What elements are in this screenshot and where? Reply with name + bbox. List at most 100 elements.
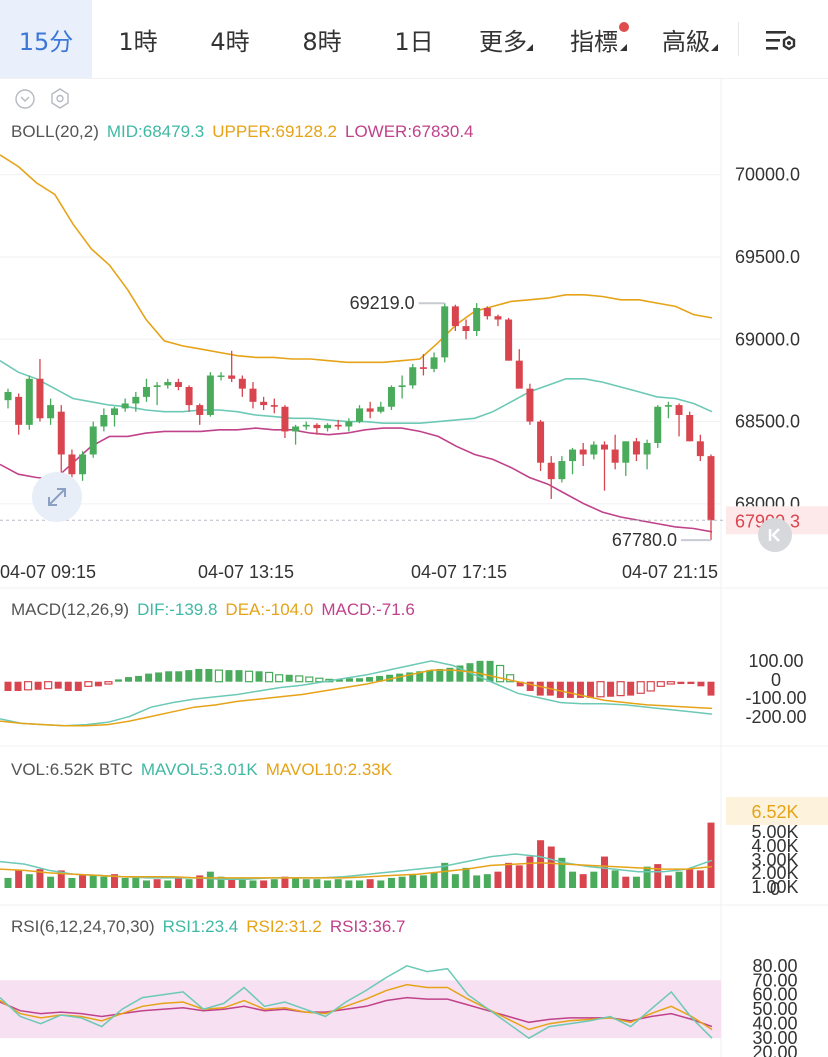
candle [664, 401, 672, 419]
jump-latest-button[interactable] [758, 518, 792, 552]
macd-axis-label: -200.00 [745, 707, 806, 727]
macd-histogram-bar [175, 671, 183, 682]
candle [249, 382, 257, 409]
hexagon-settings-icon[interactable] [48, 87, 72, 111]
macd-histogram-bar [295, 675, 304, 683]
rsi-axis-label: 70.00 [752, 970, 797, 990]
tab-advanced[interactable]: 高級 [662, 28, 710, 56]
candle-body [345, 421, 353, 427]
candle-body [409, 367, 417, 386]
macd-histogram-bar [646, 681, 655, 692]
candle-body [164, 382, 172, 386]
tab-15m[interactable]: 15分 [0, 0, 92, 78]
volume-bar [142, 880, 150, 888]
candle [281, 405, 289, 439]
candle [324, 423, 332, 432]
candle [25, 375, 33, 430]
candle-body [686, 414, 694, 442]
macd-histogram-bar [366, 677, 374, 682]
candle-body [419, 367, 427, 369]
candle-body [292, 426, 300, 432]
macd-histogram-bar [446, 667, 454, 682]
macd-histogram-bar [94, 681, 102, 687]
volume-bar [537, 840, 545, 888]
macd-histogram-bar [23, 681, 33, 691]
rsi-axis-label: 50.00 [752, 999, 797, 1019]
macd-histogram-bar [145, 673, 153, 682]
candle [473, 303, 481, 336]
candle-body [281, 406, 289, 432]
candle [696, 434, 704, 462]
candle-body [707, 456, 715, 521]
expand-chart-button[interactable] [32, 472, 82, 522]
rsi-rsi2: RSI2:31.2 [246, 917, 322, 936]
macd-histogram-bar [104, 681, 113, 685]
candle-body [537, 421, 545, 463]
volume-bar [4, 877, 12, 888]
candle [4, 388, 12, 409]
volume-bar [111, 874, 119, 888]
volume-bar [79, 874, 87, 888]
volume-bar [281, 876, 289, 888]
volume-bar [57, 870, 65, 888]
candle-body [366, 408, 374, 412]
macd-histogram-bar [566, 681, 574, 698]
volume-bar [196, 875, 204, 888]
candle [217, 372, 225, 381]
candle [100, 408, 108, 432]
tab-more[interactable]: 更多 [479, 28, 527, 56]
macd-histogram-bar [265, 671, 274, 683]
volume-bar [132, 877, 140, 888]
chevron-down-circle-icon[interactable] [14, 88, 38, 110]
candle [558, 456, 566, 483]
candle [228, 350, 236, 383]
volume-bar [654, 864, 662, 888]
macd-histogram-bar [416, 671, 424, 682]
candle-body [111, 408, 119, 415]
candle [132, 391, 140, 412]
candle-body [249, 388, 257, 402]
candle [494, 314, 502, 327]
candle [611, 434, 619, 470]
candle-body [696, 441, 704, 457]
candle-body [36, 378, 44, 419]
tab-indicators[interactable]: 指標 [570, 28, 618, 56]
candle [590, 441, 598, 460]
rsi-axis-label: 60.00 [752, 985, 797, 1005]
volume-bar [334, 879, 342, 888]
candle-body [632, 441, 640, 455]
volume-bar [569, 871, 577, 888]
volume-bar [47, 876, 55, 888]
macd-histogram-bar [214, 669, 223, 683]
chart-settings-icon[interactable] [764, 28, 798, 56]
macd-histogram-bar [185, 670, 193, 682]
candle-body [675, 405, 683, 415]
tab-1h[interactable]: 1時 [118, 28, 158, 56]
volume-bar [228, 877, 236, 888]
tab-1d[interactable]: 1日 [394, 28, 434, 56]
candle-body [569, 449, 577, 462]
candle-body [57, 411, 65, 455]
macd-histogram-bar [586, 681, 594, 698]
candle [686, 411, 694, 442]
candle-body [79, 454, 87, 475]
candle-body [590, 444, 598, 455]
candle-body [622, 441, 630, 463]
candle [707, 454, 715, 541]
timeframe-tab-bar: 15分 1時 4時 8時 1日 更多 指標 高級 [0, 0, 828, 79]
candle-body [4, 391, 12, 401]
macd-value: MACD:-71.6 [321, 600, 415, 619]
candle-body [515, 360, 523, 389]
macd-histogram-bar [656, 681, 665, 687]
candle [600, 441, 608, 491]
volume-bar [430, 872, 438, 888]
candle-body [302, 424, 310, 427]
candle [57, 405, 65, 475]
tab-8h[interactable]: 8時 [302, 28, 342, 56]
boll-mid-line [0, 360, 713, 425]
candle-body [25, 378, 33, 425]
tab-4h[interactable]: 4時 [210, 28, 250, 56]
macd-histogram-bar [576, 681, 584, 698]
macd-histogram-bar [636, 681, 645, 694]
